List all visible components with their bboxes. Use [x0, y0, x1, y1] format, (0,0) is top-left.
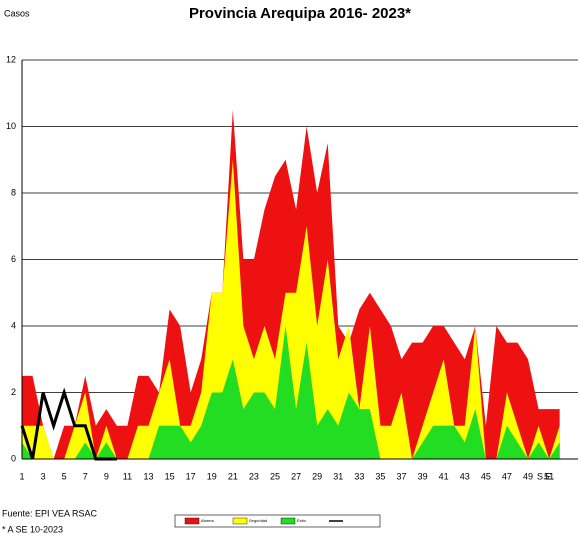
x-tick-label: 1 [19, 471, 24, 481]
y-tick-label: 10 [6, 121, 16, 131]
legend-swatch [280, 517, 296, 525]
x-tick-label: 47 [502, 471, 512, 481]
note: * A SE 10-2023 [2, 524, 63, 534]
x-tick-label: 49 [523, 471, 533, 481]
chart-title: Provincia Arequipa 2016- 2023* [189, 5, 411, 22]
x-tick-label: 33 [354, 471, 364, 481]
x-tick-label: 31 [333, 471, 343, 481]
x-tick-label: 13 [143, 471, 153, 481]
y-tick-label: 6 [11, 254, 16, 264]
legend-label: Éxito [297, 518, 307, 523]
x-tick-label: 25 [270, 471, 280, 481]
legend-box [174, 514, 381, 528]
x-tick-label: 11 [123, 471, 132, 481]
x-tick-label: 45 [481, 471, 491, 481]
legend-label: Alarma [201, 518, 214, 523]
x-tick-label: 9 [104, 471, 109, 481]
x-axis-label: S.E. [537, 471, 554, 481]
y-tick-label: 8 [11, 187, 16, 197]
x-tick-label: 35 [375, 471, 385, 481]
x-tick-label: 41 [439, 471, 449, 481]
x-tick-label: 5 [62, 471, 67, 481]
x-tick-label: 7 [83, 471, 88, 481]
y-tick-label: 12 [6, 54, 16, 64]
x-tick-label: 27 [291, 471, 301, 481]
area [22, 159, 560, 459]
area [22, 326, 560, 459]
x-tick-label: 3 [41, 471, 46, 481]
area [22, 109, 560, 459]
x-tick-label: 29 [312, 471, 322, 481]
x-tick-label: 17 [186, 471, 196, 481]
legend-swatch [184, 517, 200, 525]
y-tick-label: 4 [11, 320, 16, 330]
x-tick-label: 39 [418, 471, 428, 481]
y-tick-label: 0 [11, 453, 16, 463]
x-tick-label: 51 [544, 471, 554, 481]
x-tick-label: 23 [249, 471, 259, 481]
y-axis-label: Casos [4, 8, 30, 18]
x-tick-label: 15 [165, 471, 175, 481]
x-tick-label: 19 [207, 471, 217, 481]
legend-swatch [232, 517, 248, 525]
y-tick-label: 2 [11, 387, 16, 397]
x-tick-label: 21 [228, 471, 238, 481]
legend-label: Seguridad [249, 518, 267, 523]
source: Fuente: EPI VEA RSAC [2, 508, 98, 518]
x-tick-label: 37 [397, 471, 407, 481]
x-tick-label: 43 [460, 471, 470, 481]
